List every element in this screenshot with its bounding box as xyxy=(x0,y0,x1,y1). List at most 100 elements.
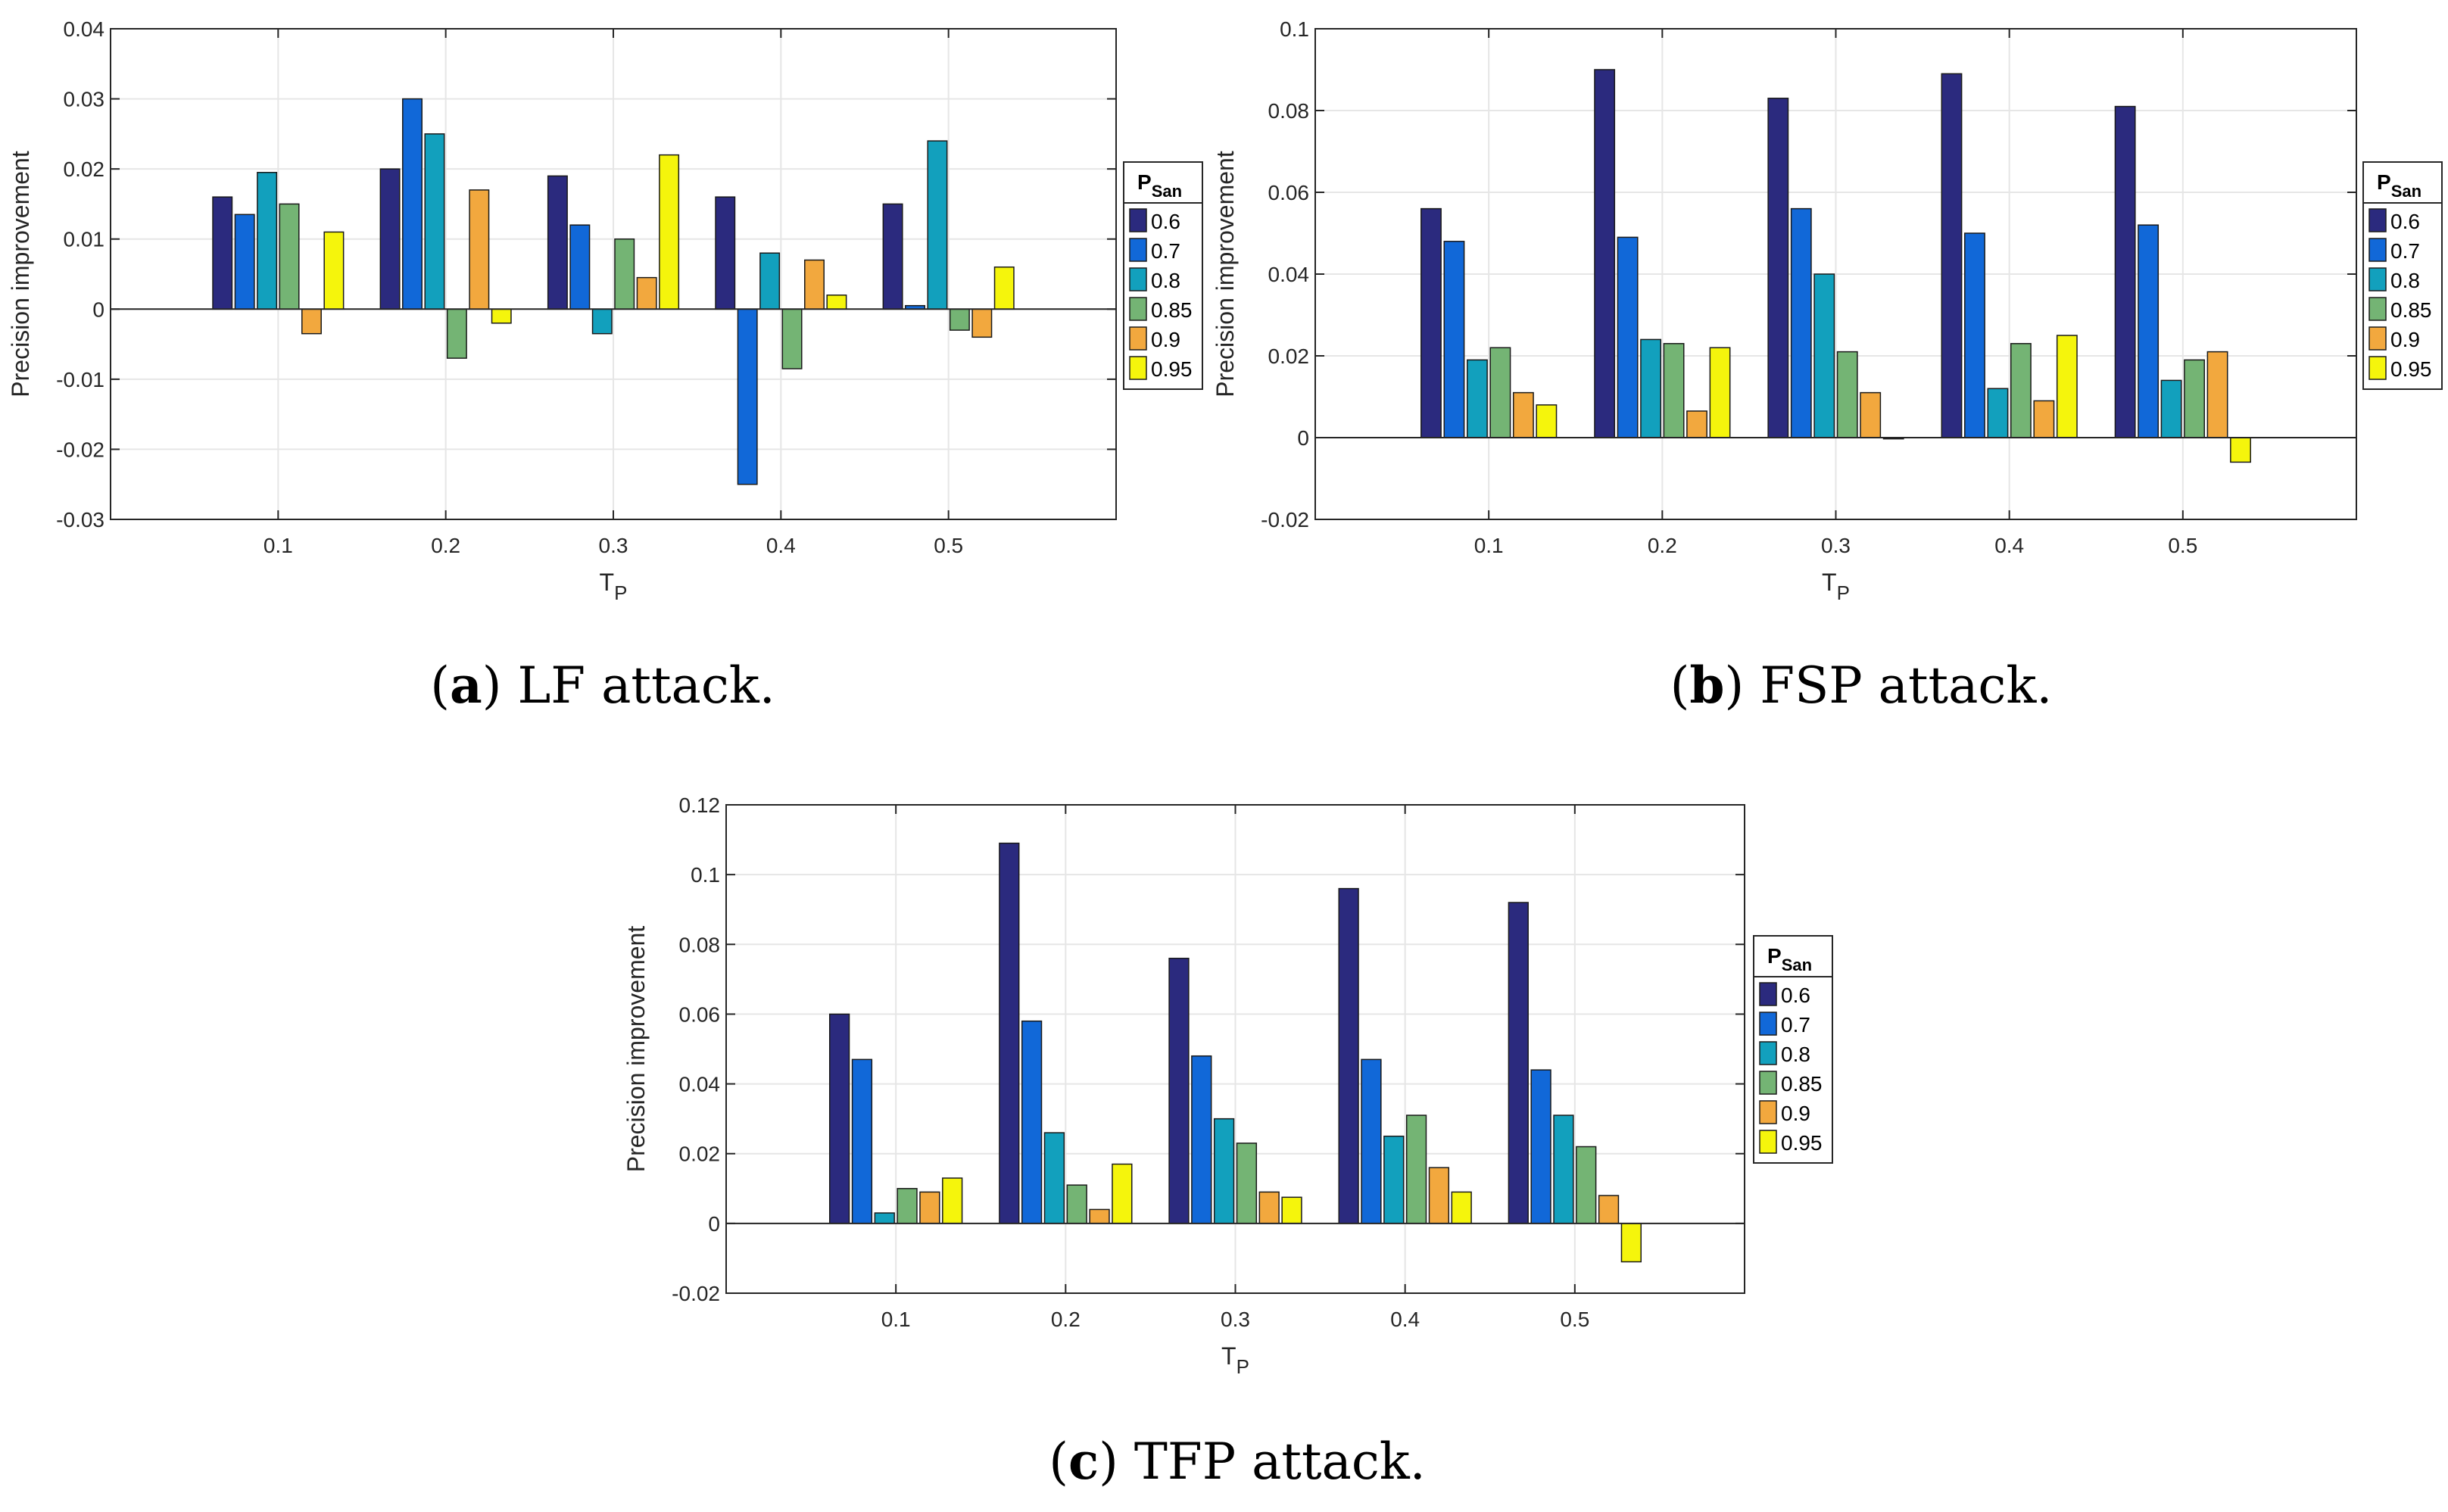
panel-caption: (a) LF attack. xyxy=(430,656,775,715)
y-tick-label: 0.1 xyxy=(691,863,720,887)
bar-a-s0.7-c0.3 xyxy=(569,224,591,310)
x-tick-label: 0.2 xyxy=(1648,534,1677,557)
legend-entry-label: 0.7 xyxy=(1781,1013,1810,1037)
bar-c-s0.7-c0.2 xyxy=(1021,1020,1043,1224)
bar-c-s0.85-c0.2 xyxy=(1066,1184,1087,1224)
x-tick-label: 0.1 xyxy=(881,1308,911,1331)
bar-b-s0.85-c0.4 xyxy=(2010,343,2032,438)
bar-b-s0.9-c0.1 xyxy=(1512,391,1534,438)
legend-entry-label: 0.9 xyxy=(2390,328,2420,351)
y-tick-label: 0 xyxy=(708,1212,720,1236)
y-tick-label: 0.12 xyxy=(679,793,721,817)
bar-b-s0.95-c0.2 xyxy=(1709,347,1731,438)
legend-entry-label: 0.85 xyxy=(1781,1072,1823,1096)
x-tick-label: 0.3 xyxy=(1221,1308,1250,1331)
x-tick-label: 0.4 xyxy=(1390,1308,1420,1331)
bar-c-s0.85-c0.5 xyxy=(1576,1146,1597,1224)
legend-swatch xyxy=(1129,356,1147,380)
bar-c-s0.8-c0.5 xyxy=(1553,1115,1574,1224)
bar-a-s0.8-c0.5 xyxy=(927,140,948,310)
bar-b-s0.9-c0.5 xyxy=(2206,351,2228,438)
bar-a-s0.95-c0.3 xyxy=(659,154,680,310)
bar-b-s0.85-c0.1 xyxy=(1489,347,1511,438)
bar-c-s0.85-c0.1 xyxy=(897,1188,918,1224)
x-tick-label: 0.4 xyxy=(1994,534,2024,557)
bar-c-s0.9-c0.5 xyxy=(1598,1195,1620,1224)
bar-c-s0.6-c0.4 xyxy=(1338,887,1359,1224)
legend-swatch xyxy=(2368,326,2387,351)
bar-b-s0.95-c0.5 xyxy=(2230,437,2251,463)
y-tick-label: 0.04 xyxy=(679,1073,721,1096)
bar-b-s0.85-c0.2 xyxy=(1663,343,1685,438)
bar-a-s0.9-c0.5 xyxy=(971,308,993,338)
legend-swatch xyxy=(1129,297,1147,321)
bar-c-s0.9-c0.3 xyxy=(1258,1191,1280,1224)
bar-a-s0.8-c0.1 xyxy=(257,172,278,310)
y-tick-label: 0.06 xyxy=(679,1002,721,1026)
y-tick-label: 0.08 xyxy=(679,933,721,956)
bar-a-s0.85-c0.3 xyxy=(614,238,635,310)
bar-a-s0.95-c0.1 xyxy=(323,231,345,310)
bar-c-s0.6-c0.5 xyxy=(1508,902,1529,1224)
bar-c-s0.7-c0.3 xyxy=(1191,1055,1212,1224)
y-tick-label: 0.04 xyxy=(64,17,105,41)
legend-swatch xyxy=(2368,267,2387,291)
legend-entry-label: 0.85 xyxy=(1151,298,1193,322)
bar-c-s0.7-c0.1 xyxy=(851,1058,873,1224)
bar-a-s0.95-c0.5 xyxy=(993,266,1015,310)
y-tick-label: 0.06 xyxy=(1268,181,1310,204)
bar-c-s0.9-c0.2 xyxy=(1089,1208,1110,1224)
bar-a-s0.95-c0.2 xyxy=(491,308,512,324)
y-axis-label: Precision improvement xyxy=(622,926,650,1173)
y-axis-label: Precision improvement xyxy=(1212,151,1239,397)
bar-c-s0.8-c0.2 xyxy=(1043,1132,1065,1224)
legend-entry-label: 0.9 xyxy=(1781,1102,1810,1125)
bar-a-s0.6-c0.5 xyxy=(882,203,903,310)
legend-entry-label: 0.8 xyxy=(2390,269,2420,292)
panel-caption: (c) TFP attack. xyxy=(1049,1432,1426,1491)
y-tick-label: 0.08 xyxy=(1268,99,1310,123)
y-tick-label: 0.02 xyxy=(679,1143,721,1166)
bar-a-s0.7-c0.4 xyxy=(737,308,758,485)
bar-b-s0.9-c0.4 xyxy=(2033,400,2055,438)
bar-b-s0.8-c0.5 xyxy=(2160,379,2182,438)
bar-a-s0.9-c0.2 xyxy=(469,189,490,310)
legend-swatch xyxy=(1129,208,1147,232)
bar-c-s0.8-c0.4 xyxy=(1383,1135,1405,1224)
legend: PSan 0.6 0.7 0.8 0.85 0.9 0.95 xyxy=(2362,161,2443,390)
panel-caption: (b) FSP attack. xyxy=(1670,656,2053,715)
x-tick-label: 0.3 xyxy=(599,534,628,557)
bar-b-s0.6-c0.3 xyxy=(1767,98,1789,438)
chart-panel-a: -0.03 -0.02 -0.01 0 0.01 0.02 0.03 0.04 0.1 0.2 0.… xyxy=(7,17,1203,715)
legend-swatch xyxy=(1129,267,1147,291)
x-tick-label: 0.5 xyxy=(2168,534,2197,557)
legend-title: PSan xyxy=(1137,170,1182,201)
legend-swatch xyxy=(2368,208,2387,232)
bar-c-s0.95-c0.2 xyxy=(1112,1163,1133,1224)
bar-b-s0.9-c0.3 xyxy=(1860,391,1882,438)
bar-b-s0.8-c0.2 xyxy=(1640,338,1662,438)
legend-swatch xyxy=(1759,1100,1777,1124)
x-tick-label: 0.4 xyxy=(766,534,796,557)
legend-entry-label: 0.95 xyxy=(1781,1131,1823,1155)
bar-b-s0.7-c0.5 xyxy=(2138,224,2160,438)
chart-panel-b: -0.02 0 0.02 0.04 0.06 0.08 0.1 0.1 0.2 0.3 0.4 0.5… xyxy=(1212,17,2443,715)
y-axis-label: Precision improvement xyxy=(7,151,34,397)
bar-c-s0.9-c0.1 xyxy=(919,1191,940,1224)
bar-a-s0.6-c0.4 xyxy=(715,196,736,310)
legend-entry-label: 0.7 xyxy=(2390,239,2420,263)
bar-a-s0.85-c0.4 xyxy=(781,308,803,369)
bar-b-s0.7-c0.1 xyxy=(1443,241,1465,438)
bar-c-s0.85-c0.3 xyxy=(1236,1143,1258,1224)
y-tick-label: -0.01 xyxy=(56,368,104,391)
bar-c-s0.95-c0.3 xyxy=(1281,1196,1302,1224)
legend-entry-label: 0.6 xyxy=(1151,210,1180,233)
legend-entry-label: 0.7 xyxy=(1151,239,1180,263)
legend-entry-label: 0.6 xyxy=(1781,984,1810,1007)
x-axis-label: TP xyxy=(600,569,628,604)
y-tick-label: 0.01 xyxy=(64,228,105,251)
bar-b-s0.6-c0.2 xyxy=(1594,69,1616,438)
bar-a-s0.85-c0.5 xyxy=(949,308,970,331)
legend-swatch xyxy=(2368,356,2387,380)
